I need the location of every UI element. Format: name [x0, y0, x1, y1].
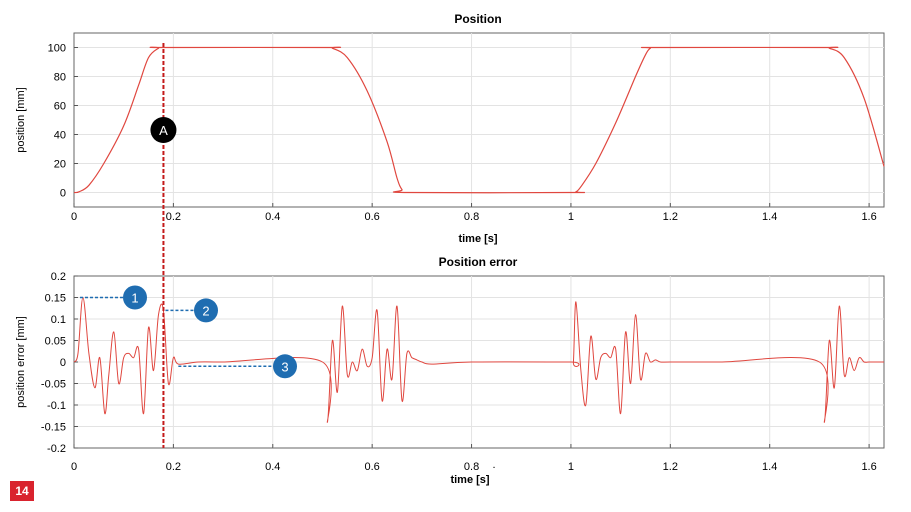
position-error-x-ticks: 0 0.2 0.4 0.6 0.8 1 1.2 1.4 1.6: [71, 444, 877, 473]
position-error-x-tick-label: 0.4: [265, 461, 280, 473]
callout-3-label: 3: [281, 359, 288, 374]
position-x-tick-label: 0.4: [265, 211, 280, 223]
position-error-y-tick-label: -0.15: [41, 422, 66, 434]
position-error-x-tick-label: 1.6: [861, 461, 876, 473]
position-error-y-tick-label: 0.1: [51, 314, 66, 326]
position-y-tick-label: 40: [54, 130, 66, 142]
position-chart-title: Position: [454, 12, 501, 26]
position-x-axis-label: time [s]: [458, 233, 497, 245]
position-error-y-tick-label: -0.05: [41, 379, 66, 391]
position-error-chart-title: Position error: [439, 255, 518, 269]
position-error-y-tick-label: 0: [60, 357, 66, 369]
position-error-x-tick-label: 1.4: [762, 461, 777, 473]
position-y-tick-label: 80: [54, 72, 66, 84]
position-error-x-tick-label: 0.6: [365, 461, 380, 473]
position-error-x-tick-label: 1.2: [663, 461, 678, 473]
callout-2-badge: [194, 298, 218, 323]
marker-a-badge: [150, 117, 177, 143]
callout-3-badge: [273, 354, 297, 379]
position-error-x-axis-label: time [s]: [450, 474, 489, 486]
position-y-tick-label: 60: [54, 101, 66, 113]
position-error-x-tick-label: 0.2: [166, 461, 181, 473]
position-x-tick-label: 1: [568, 211, 574, 223]
figure-number-badge: 14: [10, 481, 34, 501]
position-error-y-tick-label: 0.15: [45, 293, 66, 305]
position-error-grid: [74, 276, 884, 448]
position-error-x-tick-label: 0: [71, 461, 77, 473]
position-x-tick-label: 0.8: [464, 211, 479, 223]
callout-1-badge: [123, 285, 147, 310]
position-error-y-tick-label: 0.2: [51, 271, 66, 283]
position-x-tick-label: 1.6: [861, 211, 876, 223]
position-y-tick-label: 0: [60, 188, 66, 200]
position-x-tick-label: 1.2: [663, 211, 678, 223]
position-x-ticks: 0 0.2 0.4 0.6 0.8 1 1.2 1.4 1.6: [71, 203, 877, 223]
position-y-tick-label: 100: [48, 43, 66, 55]
position-y-tick-label: 20: [54, 159, 66, 171]
position-y-axis-label: position [mm]: [15, 87, 27, 152]
position-error-x-tick-label: 0.8: [464, 461, 479, 473]
position-x-tick-label: 1.4: [762, 211, 777, 223]
position-x-tick-label: 0.6: [365, 211, 380, 223]
position-error-y-axis-label: position error [mm]: [15, 316, 27, 408]
marker-a-label: A: [159, 123, 168, 138]
position-x-tick-label: 0.2: [166, 211, 181, 223]
callout-2-label: 2: [202, 303, 209, 318]
position-y-ticks: 0 20 40 60 80 100: [48, 43, 78, 200]
position-error-x-tick-label: 1: [568, 461, 574, 473]
position-error-y-tick-label: -0.2: [47, 443, 66, 455]
annotations-layer: A 1 2 3: [80, 43, 297, 448]
position-error-y-tick-label: 0.05: [45, 336, 66, 348]
position-plot-area: [73, 32, 885, 208]
position-error-curve: [73, 296, 884, 423]
position-x-tick-label: 0: [71, 211, 77, 223]
position-chart: Position 0 20 40 60 80 100 0 0.2 0.4 0.6 0.8 1 1.2 1…: [15, 12, 885, 245]
position-error-stray-mark: .: [492, 459, 495, 471]
position-error-y-tick-label: -0.1: [47, 400, 66, 412]
callout-1-label: 1: [131, 291, 138, 306]
position-curve: [73, 46, 885, 194]
position-error-y-ticks: 0.2 0.15 0.1 0.05 0 -0.05 -0.1 -0.15 -0.2: [41, 271, 78, 455]
position-error-chart: Position error 0.20.150.10.050-0.05-0.1-…: [15, 255, 885, 486]
